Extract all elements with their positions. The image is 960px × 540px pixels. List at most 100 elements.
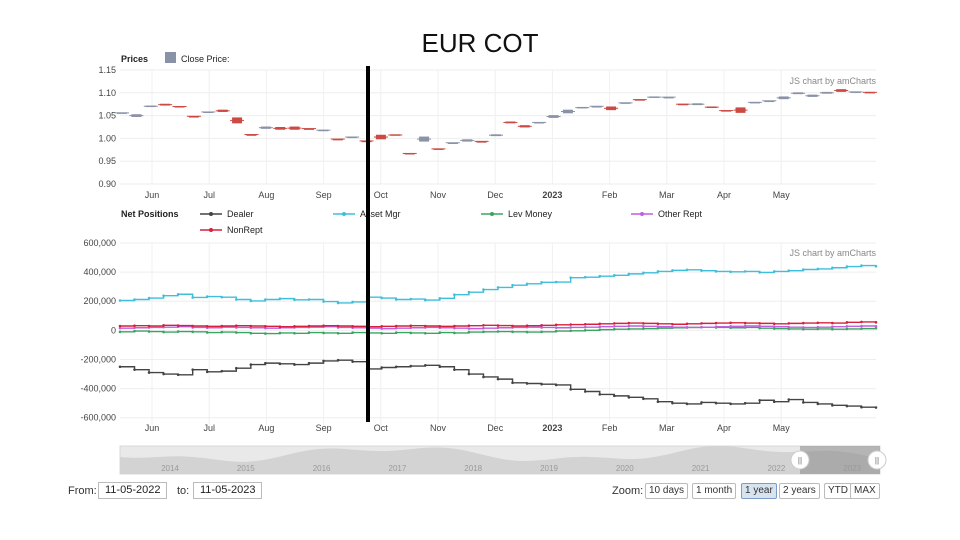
series-point-nonrept <box>685 322 689 326</box>
series-point-asset-mgr <box>511 283 514 287</box>
navigator-right-grip[interactable] <box>867 450 887 470</box>
net-y-tick-label: 200,000 <box>83 296 116 306</box>
series-point-nonrept <box>525 324 529 328</box>
series-point-nonrept <box>627 321 631 325</box>
series-point-lev-money <box>322 331 325 335</box>
zoom-label: Zoom: <box>612 485 644 497</box>
price-y-tick-label: 1.15 <box>98 65 116 75</box>
series-point-lev-money <box>380 331 383 335</box>
series-point-dealer <box>772 400 776 404</box>
close-price-legend-swatch[interactable] <box>165 52 176 63</box>
series-point-nonrept <box>394 324 398 328</box>
series-point-nonrept <box>278 325 282 329</box>
navigator-year-label: 2014 <box>161 464 179 473</box>
price-candle <box>865 91 875 94</box>
series-line-dealer <box>120 359 877 408</box>
series-point-asset-mgr <box>787 269 791 272</box>
series-point-lev-money <box>409 331 413 335</box>
series-point-dealer <box>845 404 849 408</box>
navigator-year-label: 2023 <box>843 464 861 473</box>
price-x-tick-label: Oct <box>374 190 389 200</box>
price-candle <box>232 117 243 124</box>
navigator-selected-range[interactable] <box>800 446 880 474</box>
net-y-tick-label: -600,000 <box>80 413 116 423</box>
series-point-lev-money <box>482 330 485 334</box>
series-point-asset-mgr <box>467 290 471 294</box>
zoom-ytd-button[interactable]: YTD <box>824 483 852 499</box>
series-point-dealer <box>685 402 689 406</box>
net-watermark: JS chart by amCharts <box>789 248 876 258</box>
series-point-asset-mgr <box>525 282 529 286</box>
series-point-lev-money <box>845 327 849 331</box>
series-point-asset-mgr <box>307 298 311 301</box>
series-point-nonrept <box>307 324 311 328</box>
series-point-other-rept <box>394 326 398 330</box>
series-point-other-rept <box>860 324 863 328</box>
series-point-dealer <box>380 366 383 369</box>
price-candle <box>117 112 127 114</box>
legend-marker-asset-mgr <box>342 212 346 216</box>
series-point-other-rept <box>569 326 572 329</box>
series-point-other-rept <box>714 325 718 329</box>
price-candle <box>447 142 458 145</box>
navigator-year-label: 2021 <box>692 464 710 473</box>
price-candle <box>678 103 688 106</box>
price-y-tick-label: 1.05 <box>98 111 116 121</box>
price-candle <box>332 138 343 141</box>
price-x-tick-label: Nov <box>430 190 447 200</box>
zoom-1-year-button[interactable]: 1 year <box>741 483 777 499</box>
series-point-dealer <box>525 382 529 385</box>
series-point-lev-money <box>220 330 224 334</box>
series-point-lev-money <box>540 330 543 334</box>
series-point-lev-money <box>860 327 863 330</box>
price-y-tick-label: 1.10 <box>98 88 116 98</box>
series-point-asset-mgr <box>162 294 165 298</box>
series-point-dealer <box>118 365 122 369</box>
to-date-input[interactable]: 11-05-2023 <box>193 482 263 499</box>
series-point-nonrept <box>191 324 194 328</box>
series-point-other-rept <box>453 326 456 330</box>
zoom-max-button[interactable]: MAX <box>850 483 880 499</box>
series-point-lev-money <box>453 331 456 335</box>
series-point-asset-mgr <box>438 297 442 300</box>
series-point-lev-money <box>496 330 500 333</box>
series-point-asset-mgr <box>656 270 660 273</box>
series-point-other-rept <box>802 326 805 329</box>
price-candle <box>764 100 775 103</box>
from-date-input[interactable]: 11-05-2022 <box>98 482 168 499</box>
series-point-other-rept <box>700 325 703 329</box>
series-point-lev-money <box>772 327 776 330</box>
series-point-nonrept <box>598 322 602 326</box>
navigator-year-label: 2022 <box>768 464 786 473</box>
series-point-other-rept <box>787 325 791 329</box>
navigator-left-grip[interactable] <box>790 450 810 470</box>
net-x-tick-label: Apr <box>717 423 731 433</box>
series-point-nonrept <box>714 321 718 325</box>
series-point-asset-mgr <box>714 270 718 273</box>
series-point-dealer <box>424 364 427 367</box>
series-point-asset-mgr <box>133 298 136 301</box>
net-y-tick-label: -200,000 <box>80 354 116 364</box>
legend-marker-dealer <box>209 212 213 216</box>
series-point-nonrept <box>583 322 587 326</box>
net-x-tick-label: Dec <box>487 423 504 433</box>
zoom-1-month-button[interactable]: 1 month <box>692 483 737 499</box>
series-point-other-rept <box>816 325 820 329</box>
net-x-tick-label: Sep <box>316 423 332 433</box>
series-point-other-rept <box>671 325 674 329</box>
series-point-other-rept <box>380 327 383 330</box>
series-point-asset-mgr <box>264 298 267 301</box>
zoom-10-days-button[interactable]: 10 days <box>645 483 689 499</box>
series-point-nonrept <box>162 323 165 327</box>
series-point-asset-mgr <box>816 267 820 271</box>
series-point-asset-mgr <box>351 300 354 304</box>
series-point-asset-mgr <box>729 270 732 274</box>
close-price-legend-label: Close Price: <box>181 54 230 64</box>
series-point-other-rept <box>874 324 878 328</box>
price-candle <box>246 134 257 136</box>
series-point-lev-money <box>278 331 282 335</box>
zoom-2-years-button[interactable]: 2 years <box>779 483 820 499</box>
legend-label-lev-money: Lev Money <box>508 209 553 219</box>
series-point-other-rept <box>656 325 660 329</box>
series-point-other-rept <box>772 325 776 329</box>
